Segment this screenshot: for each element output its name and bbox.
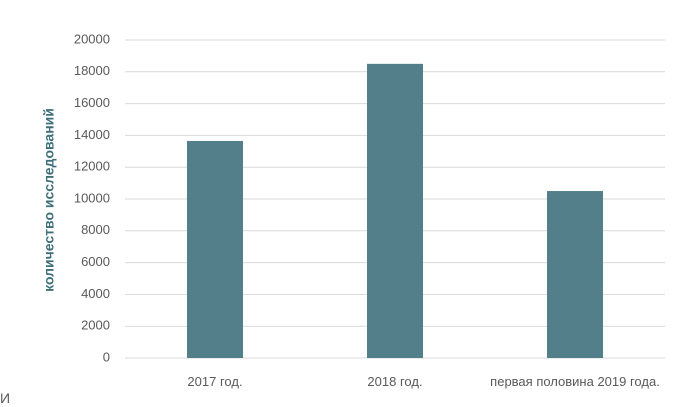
y-tick-label: 2000 — [81, 318, 110, 333]
bar — [547, 191, 603, 358]
y-axis-title: количество исследований — [41, 108, 57, 292]
y-tick-label: 4000 — [81, 286, 110, 301]
y-tick-label: 8000 — [81, 222, 110, 237]
y-tick-label: 12000 — [74, 159, 110, 174]
y-tick-label: 14000 — [74, 127, 110, 142]
y-tick-label: 0 — [103, 349, 110, 364]
x-tick-label: 2018 год. — [367, 374, 423, 389]
bar — [187, 140, 243, 358]
bar — [367, 63, 423, 358]
x-tick-label: первая половина 2019 года. — [490, 374, 660, 389]
x-tick-label: 2017 год. — [187, 374, 243, 389]
text-fragment: И — [0, 390, 11, 406]
y-tick-label: 10000 — [74, 190, 110, 205]
y-tick-label: 18000 — [74, 63, 110, 78]
y-tick-label: 20000 — [74, 31, 110, 46]
y-tick-label: 6000 — [81, 254, 110, 269]
y-tick-label: 16000 — [74, 95, 110, 110]
